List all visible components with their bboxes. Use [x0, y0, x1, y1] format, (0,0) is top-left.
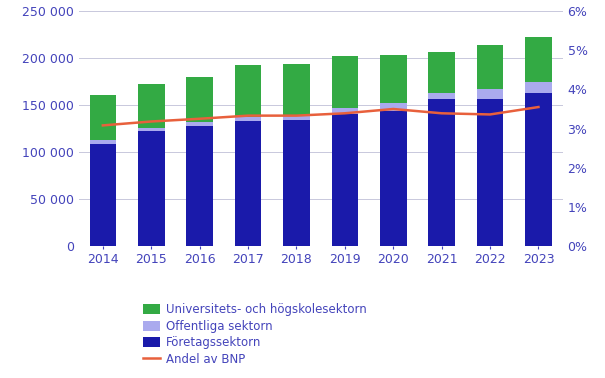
Bar	[90, 140, 116, 144]
Bar	[332, 108, 358, 113]
Bar	[332, 56, 358, 108]
Bar	[186, 122, 213, 126]
Bar	[477, 99, 503, 246]
Bar	[138, 128, 165, 131]
Bar	[477, 89, 503, 99]
Bar	[525, 82, 552, 93]
Bar	[428, 93, 455, 99]
Bar	[90, 95, 116, 140]
Bar	[428, 99, 455, 246]
Legend: Universitets- och högskolesektorn, Offentliga sektorn, Företagssektorn, Andel av: Universitets- och högskolesektorn, Offen…	[143, 303, 367, 366]
Bar	[138, 84, 165, 128]
Bar	[380, 111, 407, 246]
Bar	[428, 52, 455, 93]
Bar	[90, 144, 116, 246]
Bar	[186, 126, 213, 246]
Bar	[380, 56, 407, 103]
Bar	[235, 121, 261, 246]
Bar	[283, 64, 310, 115]
Bar	[235, 65, 261, 117]
Bar	[525, 93, 552, 246]
Bar	[138, 131, 165, 246]
Bar	[283, 115, 310, 120]
Bar	[283, 120, 310, 246]
Bar	[332, 113, 358, 246]
Bar	[235, 117, 261, 121]
Bar	[525, 37, 552, 82]
Bar	[186, 77, 213, 122]
Bar	[477, 45, 503, 89]
Bar	[380, 103, 407, 111]
